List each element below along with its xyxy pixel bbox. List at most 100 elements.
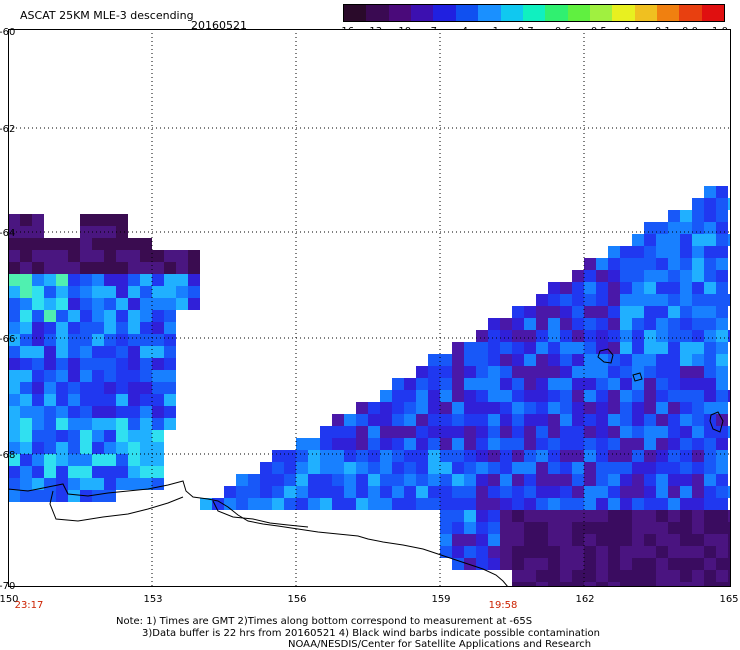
swath-pixel [164,322,176,334]
swath-pixel [512,402,524,414]
swath-pixel [656,450,668,462]
swath-pixel [8,346,20,358]
swath-pixel [536,342,548,354]
swath-pixel [632,318,644,330]
swath-pixel [56,334,68,346]
swath-pixel [500,342,512,354]
swath-pixel [260,486,272,498]
swath-pixel [524,438,536,450]
swath-pixel [668,486,680,498]
plot-frame [8,29,731,587]
swath-pixel [572,558,584,570]
swath-pixel [92,238,104,250]
swath-pixel [512,366,524,378]
swath-pixel [656,354,668,366]
swath-pixel [656,498,668,510]
swath-pixel [572,318,584,330]
swath-pixel [572,366,584,378]
swath-pixel [128,454,140,466]
swath-pixel [452,534,464,546]
swath-pixel [44,490,56,502]
swath-pixel [536,306,548,318]
swath-pixel [668,210,680,222]
longitude-label: 156 [287,594,307,605]
swath-pixel [44,310,56,322]
swath-pixel [656,342,668,354]
swath-pixel [632,342,644,354]
swath-pixel [548,438,560,450]
swath-pixel [380,438,392,450]
swath-pixel [680,306,692,318]
longitude-label: 150 [0,594,19,605]
swath-pixel [572,390,584,402]
swath-pixel [512,558,524,570]
swath-pixel [548,306,560,318]
swath-pixel [104,310,116,322]
swath-pixel [32,334,44,346]
swath-pixel [68,382,80,394]
swath-pixel [488,534,500,546]
swath-pixel [224,498,236,510]
swath-pixel [668,510,680,522]
swath-pixel [680,318,692,330]
swath-pixel [548,378,560,390]
swath-pixel [140,322,152,334]
swath-pixel [692,426,704,438]
swath-pixel [344,498,356,510]
swath-pixel [716,426,728,438]
swath-pixel [128,346,140,358]
swath-pixel [32,430,44,442]
swath-pixel [128,286,140,298]
swath-pixel [176,250,188,262]
swath-pixel [572,570,584,582]
swath-pixel [536,414,548,426]
swath-pixel [596,378,608,390]
swath-pixel [632,294,644,306]
swath-pixel [692,234,704,246]
swath-pixel [512,546,524,558]
swath-pixel [152,478,164,490]
swath-pixel [20,442,32,454]
swath-pixel [152,262,164,274]
swath-pixel [500,414,512,426]
swath-pixel [668,378,680,390]
swath-pixel [128,322,140,334]
swath-pixel [500,354,512,366]
swath-pixel [572,450,584,462]
swath-pixel [524,354,536,366]
swath-pixel [608,282,620,294]
swath-pixel [644,234,656,246]
swath-pixel [440,498,452,510]
swath-pixel [548,390,560,402]
swath-pixel [692,570,704,582]
swath-pixel [140,478,152,490]
swath-pixel [716,330,728,342]
swath-pixel [644,546,656,558]
swath-pixel [584,426,596,438]
swath-pixel [548,402,560,414]
graticule-grid [8,29,731,587]
swath-pixel [20,226,32,238]
swath-pixel [440,510,452,522]
swath-pixel [476,522,488,534]
swath-pixel [368,486,380,498]
swath-pixel [56,274,68,286]
swath-pixel [524,474,536,486]
swath-pixel [692,306,704,318]
swath-pixel [536,294,548,306]
swath-pixel [116,298,128,310]
swath-pixel [560,330,572,342]
swath-pixel [128,466,140,478]
swath-pixel [320,486,332,498]
swath-pixel [152,298,164,310]
swath-pixel [476,330,488,342]
swath-pixel [284,498,296,510]
swath-pixel [716,390,728,402]
swath-pixel [128,262,140,274]
swath-pixel [536,522,548,534]
swath-pixel [92,298,104,310]
swath-pixel [536,510,548,522]
swath-pixel [584,570,596,582]
swath-pixel [68,490,80,502]
swath-pixel [104,298,116,310]
